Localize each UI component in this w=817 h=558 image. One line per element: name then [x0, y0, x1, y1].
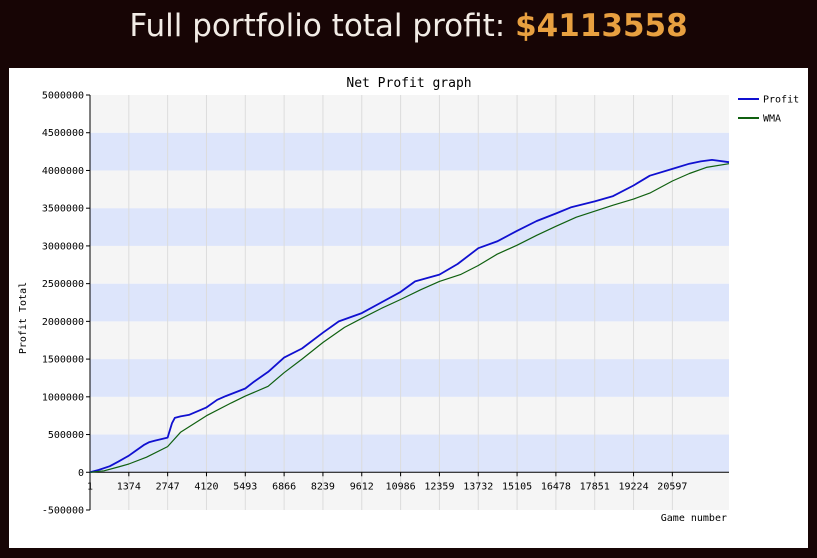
grid-band: [90, 208, 729, 246]
x-tick-label: 2747: [156, 481, 180, 492]
x-tick-label: 19224: [618, 481, 648, 492]
x-tick-label: 6866: [272, 481, 296, 492]
x-axis-label: Game number: [661, 513, 727, 524]
chart-panel: -500000 0 500000 1000000 1500000 2000000 25000…: [9, 68, 808, 548]
legend-label-wma: WMA: [763, 114, 781, 125]
y-tick-label: 4000000: [42, 166, 84, 177]
x-tick-label: 12359: [424, 481, 454, 492]
axes: [89, 95, 729, 510]
heading-prefix: Full portfolio total profit:: [129, 8, 516, 44]
series-line-profit: [89, 159, 730, 474]
chart-title: Net Profit graph: [346, 76, 471, 91]
net-profit-chart: -500000 0 500000 1000000 1500000 2000000 25000…: [18, 76, 799, 524]
y-tick-label: -500000: [42, 506, 84, 517]
y-tick-label: 2000000: [42, 317, 84, 328]
grid-band: [90, 321, 729, 360]
y-axis-label: Profit Total: [18, 282, 29, 354]
y-tick-label: 4500000: [42, 128, 84, 139]
x-tick-label: 17851: [580, 481, 610, 492]
x-tick-label: 5493: [233, 481, 257, 492]
x-tick-label: 8239: [311, 481, 335, 492]
portfolio-profit-heading: Full portfolio total profit: $4113558: [0, 0, 817, 52]
x-tick-label: 1374: [117, 481, 141, 492]
x-tick-label: 20597: [657, 481, 687, 492]
grid-band: [90, 359, 729, 397]
plot-bands: [90, 95, 729, 510]
y-tick-label: 1500000: [42, 355, 84, 366]
x-tick-label: 4120: [194, 481, 218, 492]
y-tick-label: 500000: [48, 430, 84, 441]
series-line-wma: [89, 163, 730, 473]
y-tick-label: 5000000: [42, 91, 84, 102]
grid-band: [90, 396, 729, 435]
total-profit-amount: $4113558: [515, 8, 688, 44]
grid-band: [90, 95, 729, 133]
y-axis-ticks: -500000 0 500000 1000000 1500000 2000000 25000…: [42, 91, 90, 517]
y-tick-label: 1000000: [42, 392, 84, 403]
x-tick-label: 15105: [502, 481, 532, 492]
y-tick-label: 0: [78, 468, 84, 479]
grid-band: [90, 132, 729, 171]
y-tick-label: 2500000: [42, 279, 84, 290]
x-tick-label: 13732: [463, 481, 493, 492]
grid-band: [90, 245, 729, 284]
series-lines: [89, 159, 730, 474]
x-tick-label: 16478: [541, 481, 571, 492]
grid-band: [90, 283, 729, 322]
legend-label-profit: Profit: [763, 95, 799, 106]
x-tick-label: 9612: [350, 481, 374, 492]
grid-band: [90, 472, 729, 510]
grid-band: [90, 434, 729, 473]
x-axis-ticks: 1 1374 2747 4120 5493 6866 8239 9612 10986 12359 1…: [87, 472, 687, 492]
chart-legend: Profit WMA: [738, 95, 799, 125]
y-tick-label: 3000000: [42, 241, 84, 252]
y-tick-label: 3500000: [42, 204, 84, 215]
x-tick-label: 10986: [386, 481, 416, 492]
x-tick-label: 1: [87, 481, 93, 492]
